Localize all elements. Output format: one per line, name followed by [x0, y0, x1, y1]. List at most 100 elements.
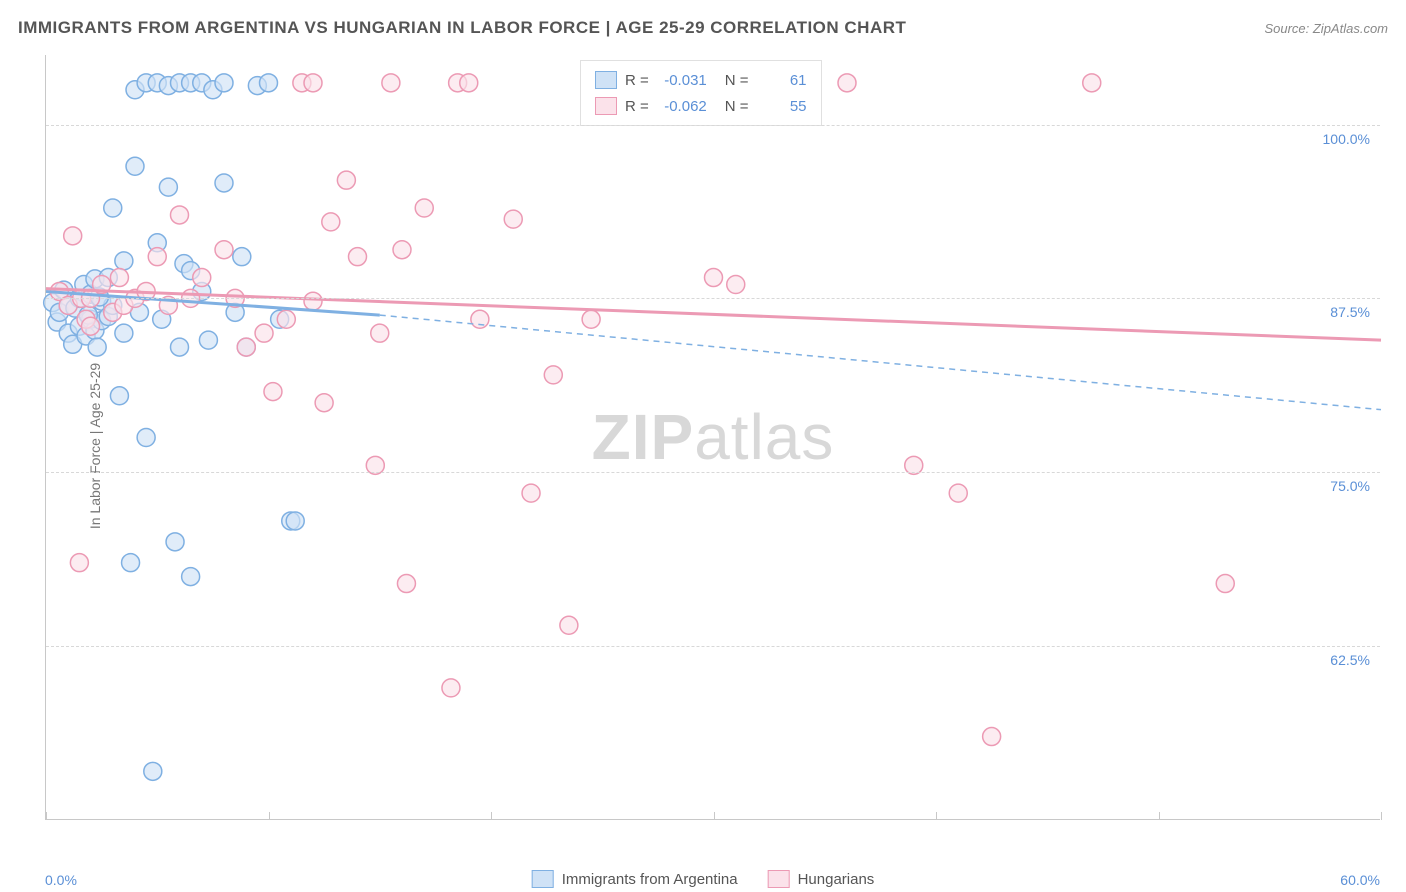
gridline [46, 472, 1380, 473]
data-point [371, 324, 389, 342]
data-point [1216, 575, 1234, 593]
x-tick [269, 812, 270, 820]
legend-label: Immigrants from Argentina [562, 871, 738, 888]
data-point [949, 484, 967, 502]
data-point [393, 241, 411, 259]
y-tick-label: 62.5% [1330, 652, 1370, 668]
x-tick [491, 812, 492, 820]
stats-legend: R = -0.031 N = 61 R = -0.062 N = 55 [580, 60, 822, 126]
data-point [838, 74, 856, 92]
trend-line-extrapolated [380, 315, 1381, 410]
data-point [104, 199, 122, 217]
y-tick-label: 75.0% [1330, 478, 1370, 494]
legend-item: Immigrants from Argentina [532, 870, 738, 888]
data-point [64, 227, 82, 245]
data-point [286, 512, 304, 530]
stat-r-label: R = [625, 72, 649, 89]
data-point [237, 338, 255, 356]
data-point [460, 74, 478, 92]
stat-n-label: N = [725, 72, 749, 89]
data-point [471, 310, 489, 328]
data-point [544, 366, 562, 384]
source-credit: Source: ZipAtlas.com [1264, 21, 1388, 36]
legend-row: R = -0.031 N = 61 [595, 67, 807, 93]
stat-r-value: -0.062 [657, 98, 707, 115]
data-point [322, 213, 340, 231]
data-point [304, 74, 322, 92]
data-point [110, 387, 128, 405]
data-point [126, 157, 144, 175]
data-point [148, 248, 166, 266]
gridline [46, 125, 1380, 126]
stat-r-value: -0.031 [657, 72, 707, 89]
gridline [46, 646, 1380, 647]
x-tick [936, 812, 937, 820]
gridline [46, 298, 1380, 299]
plot-area: ZIPatlas R = -0.031 N = 61 R = -0.062 N … [45, 55, 1380, 820]
stat-r-label: R = [625, 98, 649, 115]
data-point [255, 324, 273, 342]
x-tick [714, 812, 715, 820]
chart-title: IMMIGRANTS FROM ARGENTINA VS HUNGARIAN I… [18, 18, 906, 38]
data-point [560, 616, 578, 634]
data-point [115, 252, 133, 270]
y-tick-label: 87.5% [1330, 304, 1370, 320]
scatter-chart [46, 55, 1380, 819]
data-point [182, 568, 200, 586]
stat-n-value: 61 [757, 72, 807, 89]
legend-label: Hungarians [798, 871, 875, 888]
data-point [215, 174, 233, 192]
x-min-label: 0.0% [45, 872, 77, 888]
title-bar: IMMIGRANTS FROM ARGENTINA VS HUNGARIAN I… [18, 18, 1388, 38]
data-point [88, 338, 106, 356]
data-point [582, 310, 600, 328]
data-point [983, 728, 1001, 746]
data-point [159, 178, 177, 196]
legend-swatch [595, 71, 617, 89]
data-point [705, 269, 723, 287]
data-point [337, 171, 355, 189]
x-tick [46, 812, 47, 820]
data-point [70, 554, 88, 572]
data-point [727, 276, 745, 294]
data-point [110, 269, 128, 287]
data-point [171, 338, 189, 356]
data-point [1083, 74, 1101, 92]
data-point [260, 74, 278, 92]
data-point [415, 199, 433, 217]
data-point [115, 324, 133, 342]
legend-swatch [768, 870, 790, 888]
x-tick [1381, 812, 1382, 820]
x-tick [1159, 812, 1160, 820]
legend-row: R = -0.062 N = 55 [595, 93, 807, 119]
data-point [277, 310, 295, 328]
data-point [144, 762, 162, 780]
bottom-legend: Immigrants from Argentina Hungarians [532, 870, 875, 888]
data-point [349, 248, 367, 266]
legend-item: Hungarians [768, 870, 875, 888]
stat-n-label: N = [725, 98, 749, 115]
data-point [304, 292, 322, 310]
data-point [193, 269, 211, 287]
data-point [137, 429, 155, 447]
data-point [315, 394, 333, 412]
data-point [504, 210, 522, 228]
x-max-label: 60.0% [1340, 872, 1380, 888]
data-point [199, 331, 217, 349]
data-point [215, 241, 233, 259]
data-point [397, 575, 415, 593]
data-point [122, 554, 140, 572]
data-point [522, 484, 540, 502]
stat-n-value: 55 [757, 98, 807, 115]
y-tick-label: 100.0% [1323, 131, 1370, 147]
trend-line [46, 289, 1381, 340]
data-point [215, 74, 233, 92]
data-point [264, 383, 282, 401]
data-point [171, 206, 189, 224]
data-point [166, 533, 184, 551]
data-point [233, 248, 251, 266]
data-point [442, 679, 460, 697]
data-point [382, 74, 400, 92]
data-point [82, 317, 100, 335]
legend-swatch [532, 870, 554, 888]
